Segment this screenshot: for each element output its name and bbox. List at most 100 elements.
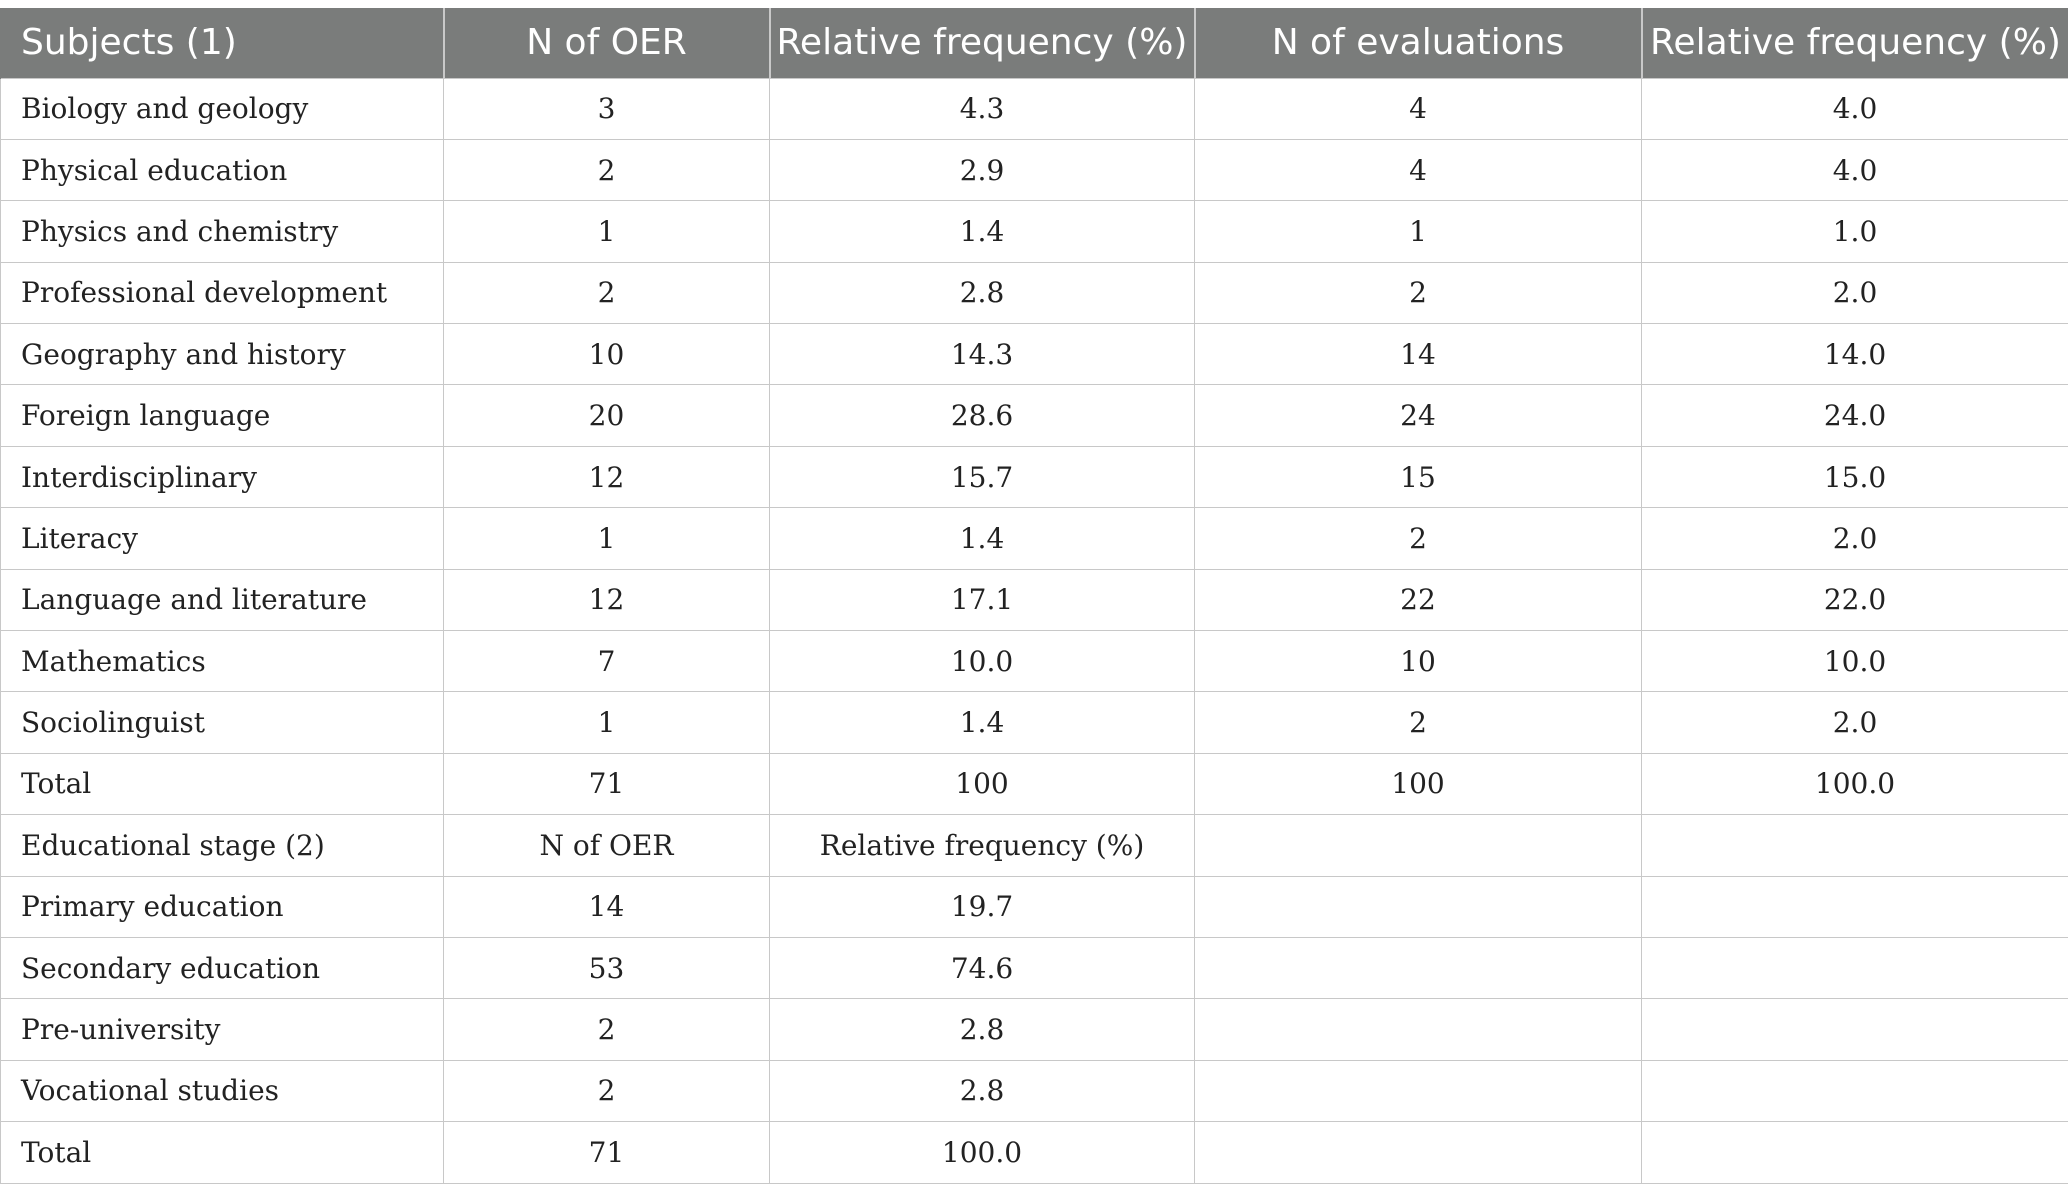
table-cell: 10 [1194, 630, 1642, 693]
table-cell: 14 [1194, 323, 1642, 386]
table-cell: 10.0 [769, 630, 1195, 693]
row-label-cell: Physical education [0, 138, 444, 202]
table-cell: 14.0 [1641, 323, 2068, 386]
row-label-cell: Pre-university [0, 998, 444, 1061]
table-cell: 1 [443, 691, 770, 754]
table-cell: 71 [443, 1121, 770, 1184]
table-cell: 1 [443, 507, 770, 570]
table-cell: 1.0 [1641, 200, 2068, 263]
table-cell [1641, 1121, 2068, 1184]
table-cell: 2.0 [1641, 691, 2068, 754]
table-cell [1641, 998, 2068, 1061]
table-cell: 2 [443, 138, 770, 202]
table-cell: 71 [443, 752, 770, 816]
table-cell: 2 [443, 1059, 770, 1123]
table-cell: 4 [1194, 138, 1642, 202]
table-cell: 2 [1194, 261, 1642, 325]
table-row: Total 71 100.0 [0, 1121, 2068, 1184]
table-cell: 100 [1194, 752, 1642, 816]
table-cell: 22.0 [1641, 568, 2068, 632]
row-label-cell: Secondary education [0, 936, 444, 1000]
row-label-cell: Total [0, 752, 444, 816]
table-cell [1641, 875, 2068, 938]
table-cell [1641, 936, 2068, 1000]
table-cell: 1.4 [769, 200, 1195, 263]
row-label-cell: Geography and history [0, 323, 444, 386]
table-cell: 4.0 [1641, 77, 2068, 140]
table-cell: 2.8 [769, 998, 1195, 1061]
table-cell: 24.0 [1641, 384, 2068, 447]
row-label-cell: Total [0, 1121, 444, 1184]
table-cell [1641, 1059, 2068, 1123]
table-cell: 14.3 [769, 323, 1195, 386]
table-row: Language and literature 12 17.1 22 22.0 [0, 568, 2068, 632]
table-cell: 22 [1194, 568, 1642, 632]
table-row: Professional development 2 2.8 2 2.0 [0, 261, 2068, 325]
table-row: Geography and history 10 14.3 14 14.0 [0, 323, 2068, 386]
table-cell: 20 [443, 384, 770, 447]
table-body: Biology and geology 3 4.3 4 4.0 Physical educ… [0, 77, 2068, 1184]
header-relative-frequency-oer: Relative frequency (%) [768, 8, 1195, 78]
row-label-cell: Literacy [0, 507, 444, 570]
table-cell: 15.7 [769, 445, 1195, 509]
table-cell: 14 [443, 875, 770, 938]
table-cell: 1.4 [769, 691, 1195, 754]
table-row: Pre-university 2 2.8 [0, 998, 2068, 1061]
header-subjects: Subjects (1) [0, 8, 444, 78]
table-row: Educational stage (2) N of OER Relative fr… [0, 814, 2068, 877]
table-row: Foreign language 20 28.6 24 24.0 [0, 384, 2068, 447]
table-row: Secondary education 53 74.6 [0, 936, 2068, 1000]
table-cell: 2 [1194, 691, 1642, 754]
table-cell: 2.0 [1641, 261, 2068, 325]
row-label-cell: Biology and geology [0, 77, 444, 140]
table-cell: 2 [1194, 507, 1642, 570]
table-cell: 2 [443, 998, 770, 1061]
table-cell: 15.0 [1641, 445, 2068, 509]
table-cell: 28.6 [769, 384, 1195, 447]
row-label-cell: Educational stage (2) [0, 814, 444, 877]
table-row: Biology and geology 3 4.3 4 4.0 [0, 77, 2068, 140]
row-label-cell: Language and literature [0, 568, 444, 632]
table-cell: 1.4 [769, 507, 1195, 570]
table-row: Total 71 100 100 100.0 [0, 752, 2068, 816]
row-label-cell: Vocational studies [0, 1059, 444, 1123]
table-row: Physical education 2 2.9 4 4.0 [0, 138, 2068, 202]
table-row: Vocational studies 2 2.8 [0, 1059, 2068, 1123]
table-cell [1194, 875, 1642, 938]
table-cell: 4 [1194, 77, 1642, 140]
row-label-cell: Interdisciplinary [0, 445, 444, 509]
table-cell: 100.0 [1641, 752, 2068, 816]
table-row: Literacy 1 1.4 2 2.0 [0, 507, 2068, 570]
table-cell: Relative frequency (%) [769, 814, 1195, 877]
row-label-cell: Sociolinguist [0, 691, 444, 754]
table-cell: 4.0 [1641, 138, 2068, 202]
table-cell: 74.6 [769, 936, 1195, 1000]
table-cell: 2.8 [769, 261, 1195, 325]
table-cell: 19.7 [769, 875, 1195, 938]
table-cell: 2.9 [769, 138, 1195, 202]
table-cell: 17.1 [769, 568, 1195, 632]
table-header: Subjects (1) N of OER Relative frequency… [0, 8, 2068, 78]
table-cell: 2 [443, 261, 770, 325]
header-n-of-evaluations: N of evaluations [1193, 8, 1642, 78]
row-label-cell: Professional development [0, 261, 444, 325]
table-cell: 12 [443, 568, 770, 632]
table-row: Interdisciplinary 12 15.7 15 15.0 [0, 445, 2068, 509]
table-cell: 15 [1194, 445, 1642, 509]
table-cell: 10 [443, 323, 770, 386]
row-label-cell: Primary education [0, 875, 444, 938]
table-cell: 100.0 [769, 1121, 1195, 1184]
table-cell [1194, 998, 1642, 1061]
table-cell [1194, 1059, 1642, 1123]
table-row: Physics and chemistry 1 1.4 1 1.0 [0, 200, 2068, 263]
header-row: Subjects (1) N of OER Relative frequency… [0, 8, 2068, 78]
table-cell [1194, 1121, 1642, 1184]
table-cell [1194, 814, 1642, 877]
row-label-cell: Physics and chemistry [0, 200, 444, 263]
table-row: Primary education 14 19.7 [0, 875, 2068, 938]
table-row: Sociolinguist 1 1.4 2 2.0 [0, 691, 2068, 754]
table-cell: 7 [443, 630, 770, 693]
table-cell [1641, 814, 2068, 877]
row-label-cell: Foreign language [0, 384, 444, 447]
table-cell: 12 [443, 445, 770, 509]
